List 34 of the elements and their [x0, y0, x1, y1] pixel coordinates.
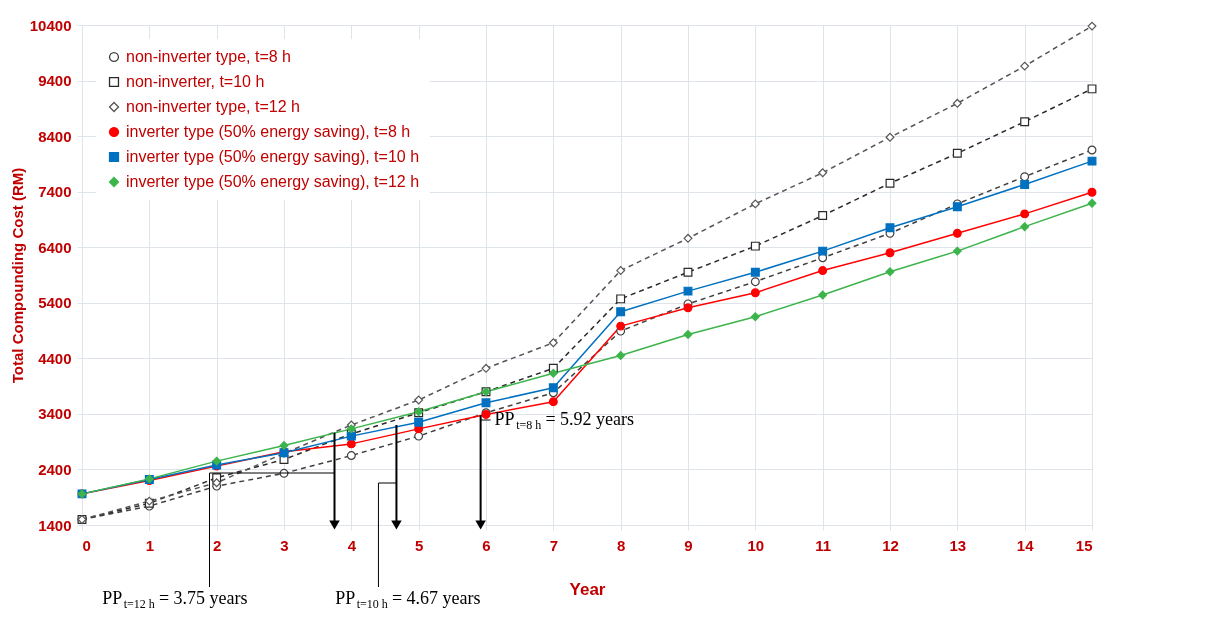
x-axis-title: Year [569, 579, 606, 599]
x-tick-label: 5 [414, 536, 424, 554]
y-tick-label: 7400 [38, 183, 72, 201]
x-tick-label: 1 [145, 536, 155, 554]
y-tick-label: 9400 [38, 72, 72, 90]
x-tick-label: 13 [949, 536, 967, 554]
legend-label: inverter type (50% energy saving), t=12 h [126, 173, 420, 190]
x-tick-label: 11 [815, 536, 832, 554]
x-tick-label: 7 [549, 536, 559, 554]
x-tick-label: 4 [347, 536, 357, 554]
legend-label: non-inverter, t=10 h [126, 73, 265, 90]
y-tick-label: 10400 [29, 16, 72, 34]
x-tick-label: 3 [280, 536, 289, 554]
y-tick-label: 1400 [38, 516, 72, 534]
y-tick-label: 8400 [38, 127, 72, 145]
x-tick-label: 2 [212, 536, 222, 554]
x-tick-label: 10 [747, 536, 765, 554]
x-tick-label: 8 [616, 536, 626, 554]
y-tick-label: 4400 [38, 349, 72, 367]
x-tick-label: 14 [1016, 536, 1035, 554]
y-tick-label: 5400 [38, 294, 72, 312]
x-tick-label: 0 [82, 536, 91, 554]
legend-label: inverter type (50% energy saving), t=10 h [126, 148, 420, 165]
y-tick-label: 3400 [38, 405, 72, 423]
legend-label: non-inverter type, t=12 h [126, 98, 300, 115]
y-tick-label: 6400 [38, 238, 72, 256]
legend-label: inverter type (50% energy saving), t=8 h [126, 123, 411, 140]
x-tick-label: 12 [882, 536, 899, 554]
y-axis-title: Total Compounding Cost (RM) [8, 167, 26, 384]
x-tick-label: 15 [1075, 536, 1093, 554]
legend-label: non-inverter type, t=8 h [126, 48, 291, 65]
x-tick-label: 9 [684, 536, 693, 554]
y-tick-label: 2400 [38, 460, 72, 478]
x-tick-label: 6 [482, 536, 491, 554]
